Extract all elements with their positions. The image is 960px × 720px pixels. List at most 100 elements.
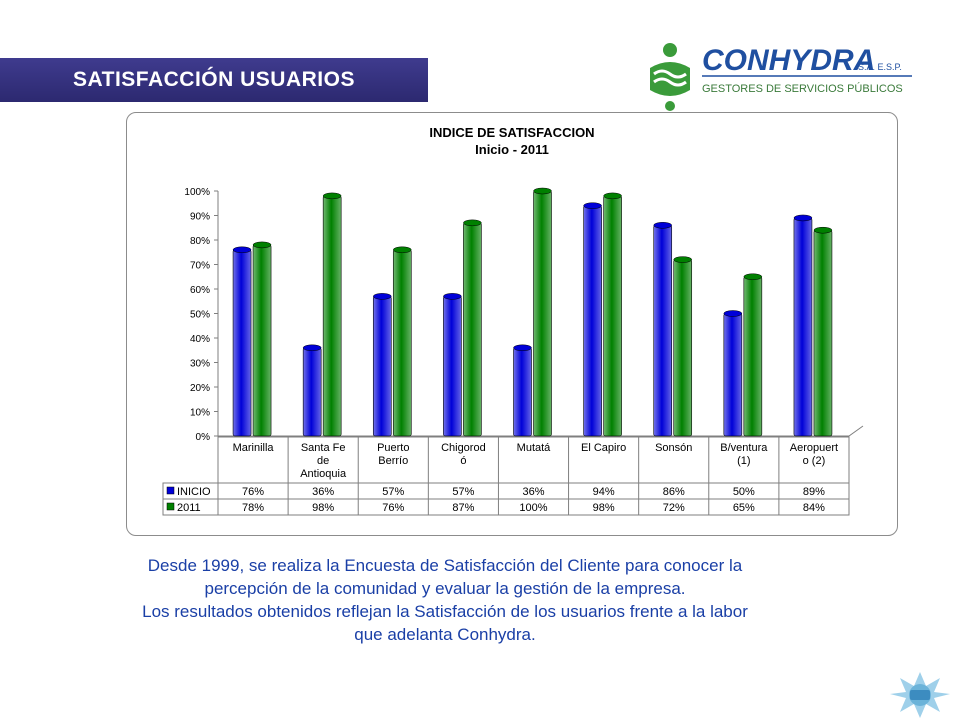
bar-cap <box>232 246 252 254</box>
data-label: 98% <box>593 502 615 514</box>
title-banner: SATISFACCIÓN USUARIOS <box>0 58 428 102</box>
sun-decoration-icon <box>890 672 950 718</box>
y-tick-label: 40% <box>190 334 210 345</box>
bar-2011-4 <box>533 190 552 437</box>
bar-cap <box>793 214 813 222</box>
data-label: 87% <box>452 502 474 514</box>
bar-2011-7 <box>743 276 763 437</box>
description-text: Desde 1999, se realiza la Encuesta de Sa… <box>20 554 870 646</box>
category-label: ó <box>460 455 466 467</box>
bar-inicio-0 <box>232 249 252 437</box>
chart-subtitle: Inicio - 2011 <box>475 142 549 157</box>
y-tick-label: 60% <box>190 285 210 296</box>
category-label: Mutatá <box>517 442 552 454</box>
bar-cap <box>322 192 342 200</box>
category-label: B/ventura <box>720 442 768 454</box>
data-label: 57% <box>382 486 404 498</box>
bar-2011-1 <box>322 195 342 437</box>
bar-2011-6 <box>673 259 693 437</box>
logo-emblem-icon <box>650 43 690 111</box>
bar-inicio-1 <box>302 347 322 437</box>
bar-cap <box>513 344 532 352</box>
data-label: 84% <box>803 502 825 514</box>
y-tick-label: 0% <box>196 432 211 443</box>
data-label: 65% <box>733 502 755 514</box>
bar-inicio-3 <box>443 296 462 437</box>
bar-cap <box>743 273 763 280</box>
bar-cap <box>813 226 833 234</box>
data-label: 76% <box>242 486 264 498</box>
category-label: Marinilla <box>233 442 275 454</box>
bar-2011-0 <box>252 244 272 437</box>
bar-cap <box>252 241 272 249</box>
bar-inicio-6 <box>653 225 673 437</box>
data-label: 36% <box>522 486 544 498</box>
y-tick-label: 30% <box>190 359 210 370</box>
category-label: Aeropuert <box>790 442 838 454</box>
bar-inicio-5 <box>583 205 602 437</box>
description-line: Los resultados obtenidos reflejan la Sat… <box>142 602 748 621</box>
category-label: Santa Fe <box>301 442 346 454</box>
category-label: Puerto <box>377 442 409 454</box>
data-label: 86% <box>663 486 685 498</box>
bar-cap <box>723 310 743 317</box>
bar-cap <box>443 293 462 300</box>
data-label: 94% <box>593 486 615 498</box>
category-label: Antioquia <box>300 468 347 480</box>
bar-cap <box>603 192 622 200</box>
bar-cap <box>533 187 552 195</box>
y-tick-label: 90% <box>190 212 210 223</box>
chart-frame: INDICE DE SATISFACCION Inicio - 2011 0% 1… <box>126 112 898 536</box>
legend-swatch <box>166 486 175 495</box>
data-label: 98% <box>312 502 334 514</box>
description-line: que adelanta Conhydra. <box>354 625 536 644</box>
bar-cap <box>393 246 412 254</box>
bar-inicio-7 <box>723 313 743 437</box>
data-label: 72% <box>663 502 685 514</box>
category-label: Sonsón <box>655 442 692 454</box>
logo-suffix: S.A. E.S.P. <box>858 62 902 72</box>
data-label: 36% <box>312 486 334 498</box>
logo-name: CONHYDRA <box>702 44 875 77</box>
page-title: SATISFACCIÓN USUARIOS <box>73 68 355 91</box>
data-label: 57% <box>452 486 474 498</box>
bar-cap <box>673 256 692 263</box>
category-label: Berrío <box>378 455 408 467</box>
bar-cap <box>373 293 392 300</box>
bar-2011-2 <box>392 249 412 437</box>
y-tick-label: 10% <box>190 408 210 419</box>
y-tick-label: 70% <box>190 261 210 272</box>
category-label: de <box>317 455 329 467</box>
bar-cap <box>463 219 482 227</box>
bar-inicio-4 <box>513 347 532 437</box>
bar-chart: 0% 10% 20% 30% 40% 50% 60% 70% 80% 90% 100% Marinil… <box>162 187 864 516</box>
data-label: 78% <box>242 502 264 514</box>
description-line: Desde 1999, se realiza la Encuesta de Sa… <box>147 556 743 575</box>
bar-2011-5 <box>603 195 622 437</box>
data-label: 76% <box>382 502 404 514</box>
bar-2011-8 <box>813 229 833 437</box>
y-tick-label: 20% <box>190 383 210 394</box>
legend-swatch <box>166 502 175 511</box>
y-tick-label: 100% <box>184 187 210 198</box>
y-tick-label: 80% <box>190 236 210 247</box>
bar-cap <box>302 344 322 352</box>
bar-cap <box>653 222 672 229</box>
conhydra-logo: CONHYDRA S.A. E.S.P. GESTORES DE SERVICI… <box>650 43 912 111</box>
chart-title: INDICE DE SATISFACCION <box>429 125 595 140</box>
category-label: El Capiro <box>581 442 626 454</box>
data-label: 89% <box>803 486 825 498</box>
logo-tagline: GESTORES DE SERVICIOS PÚBLICOS <box>702 82 903 95</box>
category-label: (1) <box>737 455 750 467</box>
data-label: 100% <box>519 502 547 514</box>
category-label: Chigorod <box>441 442 486 454</box>
series-name: INICIO <box>177 486 211 498</box>
bar-2011-3 <box>463 222 482 437</box>
bar-inicio-2 <box>372 296 392 437</box>
y-tick-label: 50% <box>190 310 210 321</box>
description-line: percepción de la comunidad y evaluar la … <box>204 579 686 598</box>
category-label: o (2) <box>803 455 826 467</box>
bar-inicio-8 <box>793 217 813 437</box>
series-name: 2011 <box>177 502 201 514</box>
bar-cap <box>583 202 602 209</box>
